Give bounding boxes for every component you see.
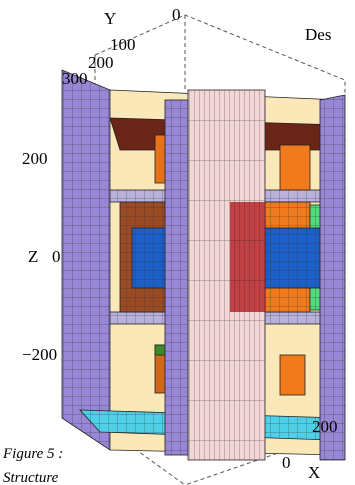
caption: Structure [3,470,59,485]
header-text: Des [305,25,331,44]
tick-label: 0 [52,247,61,266]
axis-label: Y [104,9,116,28]
tick-label: 300 [62,69,88,88]
tick-label: 200 [88,53,114,72]
tick-label: 200 [312,417,338,436]
tick-label: −200 [22,345,57,364]
axis-label: Z [28,247,38,266]
page: {"header": {"text": "Des"}, "axes": { "y… [0,0,355,485]
figure: Des Y 0 100 200 300 200 Z 0 −200 200 0 X… [0,0,355,485]
caption: Figure 5 : [2,446,63,462]
structure [62,70,345,460]
tick-label: 0 [172,5,181,24]
axis-label: X [308,463,320,482]
tick-label: 200 [22,149,48,168]
tick-label: 0 [282,453,291,472]
tick-label: 100 [110,35,136,54]
